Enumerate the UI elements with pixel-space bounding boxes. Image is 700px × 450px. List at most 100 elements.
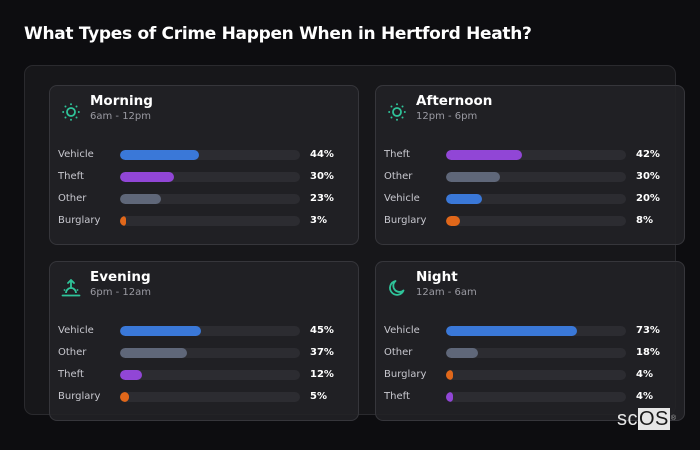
bar-fill xyxy=(446,172,500,182)
bar-percent: 44% xyxy=(310,149,334,160)
bar-list: Vehicle 45% Other 37% Theft 12% Burglary 5% xyxy=(58,324,353,412)
bar-label: Burglary xyxy=(384,369,427,380)
bar-fill xyxy=(446,216,461,226)
bar-label: Vehicle xyxy=(384,325,420,336)
bar-row-other: Other 30% xyxy=(384,170,679,192)
bar-label: Other xyxy=(384,347,413,358)
bar-fill xyxy=(120,348,187,358)
bar-fill xyxy=(446,194,482,204)
bar-label: Burglary xyxy=(58,215,101,226)
sun-icon xyxy=(61,102,81,122)
moon-icon xyxy=(387,278,407,298)
bar-label: Vehicle xyxy=(58,149,94,160)
scos-logo: scOS ® xyxy=(617,408,677,430)
card-time-range: 12am - 6am xyxy=(416,287,477,298)
bar-label: Burglary xyxy=(58,391,101,402)
bar-percent: 45% xyxy=(310,325,334,336)
bar-label: Other xyxy=(384,171,413,182)
bar-track xyxy=(446,370,626,380)
bar-percent: 23% xyxy=(310,193,334,204)
bar-fill xyxy=(446,370,454,380)
card-afternoon: Afternoon 12pm - 6pm Theft 42% Other 30% Vehic… xyxy=(375,85,685,245)
bar-label: Theft xyxy=(384,149,410,160)
card-morning: Morning 6am - 12pm Vehicle 44% Theft 30% Other… xyxy=(49,85,359,245)
bar-fill xyxy=(120,194,162,204)
bar-list: Vehicle 44% Theft 30% Other 23% Burglary 3% xyxy=(58,148,353,236)
bar-percent: 20% xyxy=(636,193,660,204)
bar-track xyxy=(120,348,300,358)
bar-fill xyxy=(120,392,129,402)
bar-label: Vehicle xyxy=(384,193,420,204)
bar-track xyxy=(120,194,300,204)
card-evening: Evening 6pm - 12am Vehicle 45% Other 37% Theft… xyxy=(49,261,359,421)
sun-icon xyxy=(387,102,407,122)
bar-row-other: Other 37% xyxy=(58,346,353,368)
bar-row-burglary: Burglary 3% xyxy=(58,214,353,236)
bar-label: Theft xyxy=(58,171,84,182)
bar-track xyxy=(120,150,300,160)
bar-fill xyxy=(446,150,522,160)
card-title: Morning xyxy=(90,93,153,109)
bar-list: Vehicle 73% Other 18% Burglary 4% Theft 4% xyxy=(384,324,679,412)
bar-row-other: Other 23% xyxy=(58,192,353,214)
bar-track xyxy=(120,392,300,402)
bar-percent: 12% xyxy=(310,369,334,380)
bar-fill xyxy=(446,326,578,336)
bar-fill xyxy=(120,150,200,160)
bar-row-theft: Theft 12% xyxy=(58,368,353,390)
page-title: What Types of Crime Happen When in Hertf… xyxy=(24,24,532,44)
bar-fill xyxy=(120,172,174,182)
bar-row-burglary: Burglary 4% xyxy=(384,368,679,390)
sunset-icon xyxy=(61,278,81,298)
card-time-range: 12pm - 6pm xyxy=(416,111,478,122)
card-title: Evening xyxy=(90,269,151,285)
bar-percent: 3% xyxy=(310,215,327,226)
bar-row-theft: Theft 30% xyxy=(58,170,353,192)
bar-track xyxy=(446,172,626,182)
bar-percent: 4% xyxy=(636,391,653,402)
bar-track xyxy=(446,150,626,160)
bar-track xyxy=(120,172,300,182)
bar-label: Other xyxy=(58,193,87,204)
bar-percent: 5% xyxy=(310,391,327,402)
bar-track xyxy=(446,392,626,402)
bar-percent: 30% xyxy=(636,171,660,182)
logo-sc-text: sc xyxy=(617,408,638,430)
bar-label: Vehicle xyxy=(58,325,94,336)
bar-label: Theft xyxy=(384,391,410,402)
bar-row-vehicle: Vehicle 20% xyxy=(384,192,679,214)
logo-os-text: OS xyxy=(638,408,670,430)
card-title: Night xyxy=(416,269,458,285)
bar-row-burglary: Burglary 5% xyxy=(58,390,353,412)
bar-label: Other xyxy=(58,347,87,358)
bar-track xyxy=(446,194,626,204)
registered-mark: ® xyxy=(670,415,677,422)
card-time-range: 6pm - 12am xyxy=(90,287,152,298)
card-night: Night 12am - 6am Vehicle 73% Other 18% Burglar… xyxy=(375,261,685,421)
bar-fill xyxy=(120,326,201,336)
bar-fill xyxy=(446,348,479,358)
bar-track xyxy=(120,216,300,226)
card-title: Afternoon xyxy=(416,93,493,109)
card-time-range: 6am - 12pm xyxy=(90,111,152,122)
bar-row-vehicle: Vehicle 73% xyxy=(384,324,679,346)
bar-percent: 42% xyxy=(636,149,660,160)
bar-row-vehicle: Vehicle 45% xyxy=(58,324,353,346)
bar-percent: 37% xyxy=(310,347,334,358)
bar-track xyxy=(446,348,626,358)
bar-percent: 73% xyxy=(636,325,660,336)
bar-label: Theft xyxy=(58,369,84,380)
bar-percent: 18% xyxy=(636,347,660,358)
bar-track xyxy=(120,326,300,336)
bar-percent: 4% xyxy=(636,369,653,380)
bar-row-burglary: Burglary 8% xyxy=(384,214,679,236)
bar-label: Burglary xyxy=(384,215,427,226)
bar-fill xyxy=(120,216,126,226)
bar-fill xyxy=(446,392,454,402)
bar-list: Theft 42% Other 30% Vehicle 20% Burglary 8% xyxy=(384,148,679,236)
bar-track xyxy=(446,326,626,336)
bar-row-theft: Theft 4% xyxy=(384,390,679,412)
bar-percent: 30% xyxy=(310,171,334,182)
bar-row-vehicle: Vehicle 44% xyxy=(58,148,353,170)
bar-row-theft: Theft 42% xyxy=(384,148,679,170)
